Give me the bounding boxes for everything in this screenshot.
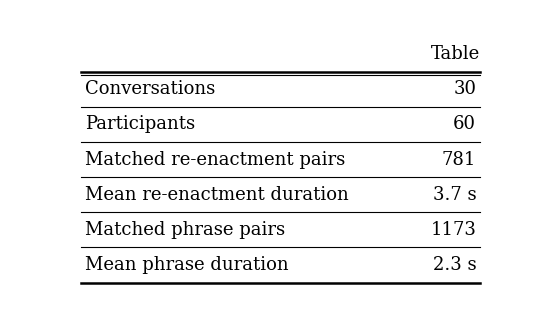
Text: Conversations: Conversations xyxy=(85,80,216,98)
Text: 30: 30 xyxy=(453,80,476,98)
Text: Table: Table xyxy=(431,45,481,63)
Text: Participants: Participants xyxy=(85,115,196,133)
Text: Matched re-enactment pairs: Matched re-enactment pairs xyxy=(85,151,346,169)
Text: Mean phrase duration: Mean phrase duration xyxy=(85,256,289,274)
Text: 2.3 s: 2.3 s xyxy=(432,256,476,274)
Text: 3.7 s: 3.7 s xyxy=(432,186,476,204)
Text: Matched phrase pairs: Matched phrase pairs xyxy=(85,221,286,239)
Text: 60: 60 xyxy=(453,115,476,133)
Text: Mean re-enactment duration: Mean re-enactment duration xyxy=(85,186,349,204)
Text: 1173: 1173 xyxy=(430,221,476,239)
Text: 781: 781 xyxy=(442,151,476,169)
